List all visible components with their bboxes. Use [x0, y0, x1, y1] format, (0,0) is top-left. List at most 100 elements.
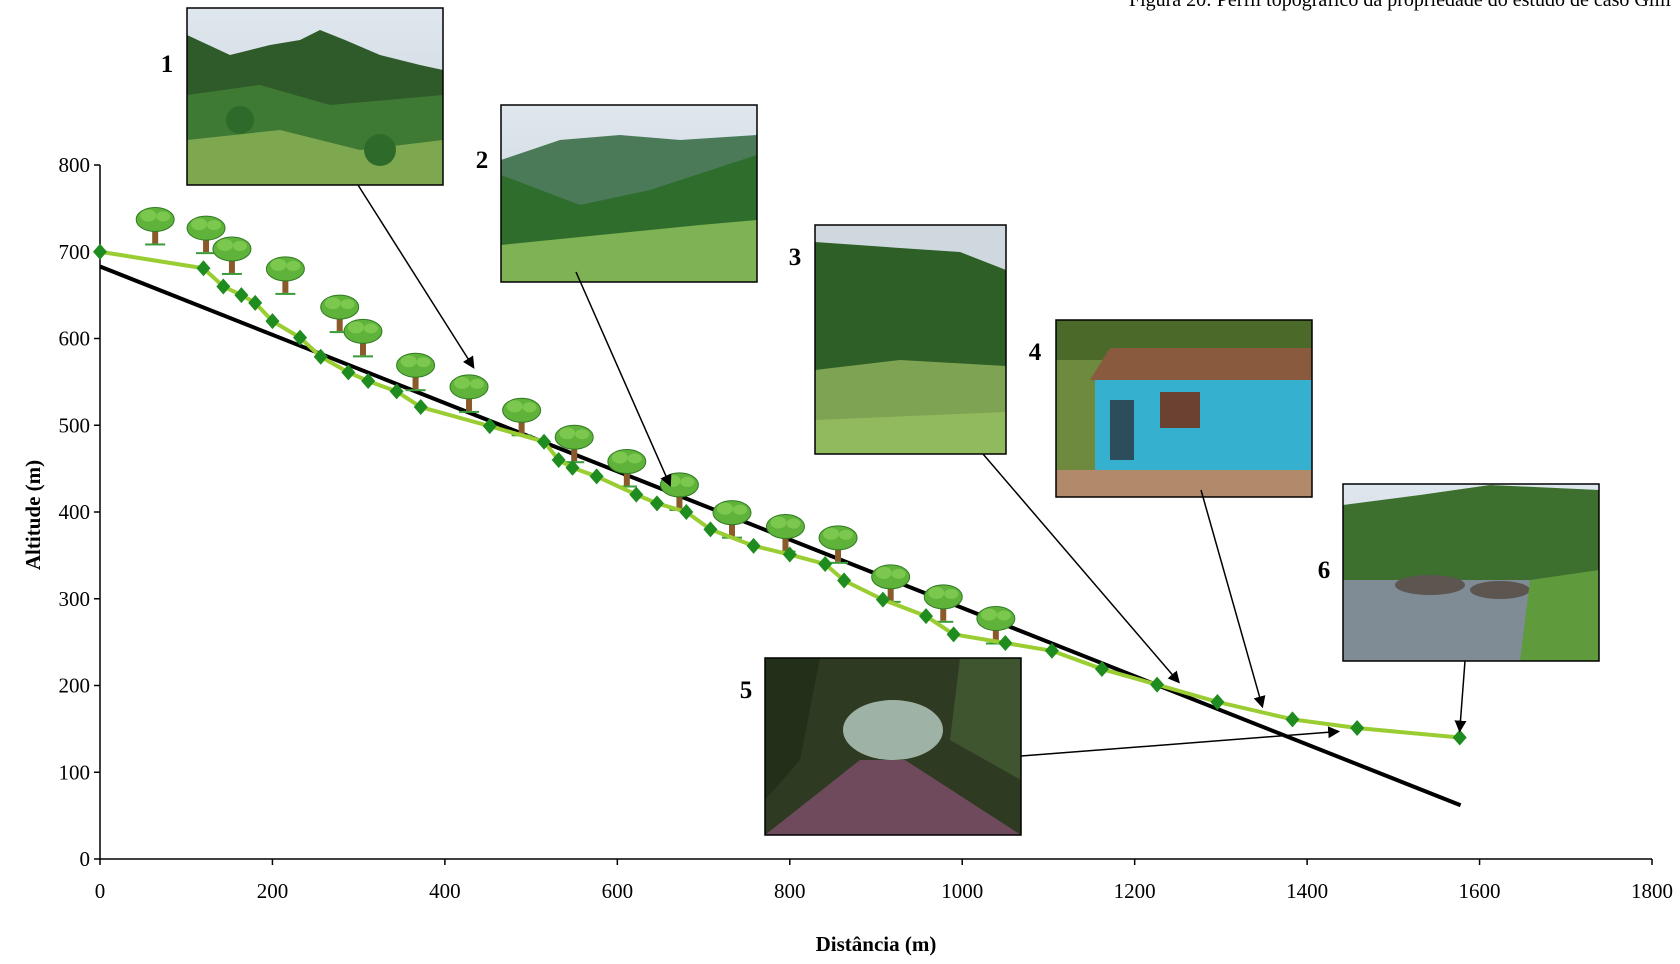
tree-icon	[923, 584, 963, 623]
x-axis-label: Distância (m)	[816, 932, 937, 956]
data-point-marker	[1350, 720, 1365, 737]
photo-number-3: 3	[789, 244, 802, 271]
photo-4-house	[1055, 319, 1313, 498]
data-point-marker	[341, 364, 356, 381]
y-tick-label: 500	[59, 413, 91, 437]
photo-2-valley	[500, 104, 758, 283]
tree-icon	[186, 215, 226, 255]
data-point-marker	[679, 504, 694, 520]
data-point-marker	[413, 399, 428, 416]
data-point-marker	[837, 572, 852, 589]
data-point-marker	[1285, 711, 1300, 728]
annotation-arrow-1	[357, 184, 475, 369]
y-tick-label: 700	[59, 240, 91, 264]
data-point-marker	[482, 418, 497, 435]
tree-icon-layer	[135, 206, 1016, 645]
profile-line	[99, 249, 1460, 740]
annotation-arrow-2	[575, 271, 672, 487]
annotation-arrow-5	[1020, 726, 1341, 757]
data-point-marker	[629, 486, 644, 503]
data-point-marker	[389, 383, 404, 400]
data-point-marker	[93, 243, 107, 260]
data-point-marker	[649, 495, 664, 512]
data-point-marker	[1094, 661, 1109, 678]
x-tick-label: 200	[257, 879, 289, 903]
data-point-marker	[1044, 642, 1059, 659]
tree-icon	[396, 352, 436, 392]
data-point-marker	[551, 451, 566, 468]
y-tick-label: 800	[59, 153, 91, 177]
photo-3-forest-pasture	[814, 224, 1007, 455]
data-point-marker	[196, 260, 211, 277]
annotation-arrow-4	[1200, 489, 1266, 709]
data-point-marker	[293, 329, 308, 346]
y-tick-label: 400	[59, 500, 91, 524]
data-point-marker	[216, 278, 231, 295]
y-axis: 0 100 200 300 400 500 600 700 800	[59, 153, 101, 871]
annotation-arrow-3	[982, 453, 1180, 684]
data-point-marker	[1210, 693, 1225, 710]
data-point-marker	[565, 459, 580, 476]
annotation-arrow-6	[1454, 660, 1467, 733]
tree-icon	[765, 514, 805, 553]
data-point-marker	[1150, 676, 1165, 693]
data-point-marker	[265, 313, 280, 330]
y-tick-label: 100	[59, 760, 91, 784]
tree-icon	[502, 397, 542, 437]
data-point-marker	[998, 634, 1013, 651]
y-tick-label: 200	[59, 674, 91, 698]
photo-number-5: 5	[740, 677, 753, 704]
profile-series-layer	[93, 243, 1467, 746]
x-tick-label: 400	[429, 879, 461, 903]
photo-6-river	[1342, 483, 1600, 662]
data-point-marker	[946, 626, 961, 643]
chart-title: Figura 20: Perfil topográfico da proprie…	[1129, 0, 1672, 11]
data-point-marker	[703, 521, 718, 538]
data-point-marker	[234, 287, 249, 304]
data-point-marker	[919, 608, 934, 625]
tree-icon	[320, 294, 360, 334]
data-point-marker	[537, 433, 552, 450]
data-point-marker	[313, 348, 328, 365]
y-tick-label: 600	[59, 327, 91, 351]
y-tick-label: 300	[59, 587, 91, 611]
tree-icon	[265, 256, 305, 295]
tree-icon	[343, 318, 383, 358]
tree-icon	[135, 206, 175, 246]
tree-icon	[607, 448, 647, 488]
photo-number-2: 2	[476, 147, 489, 174]
x-tick-label: 1000	[941, 879, 983, 903]
photo-number-4: 4	[1029, 339, 1042, 366]
data-point-marker	[746, 537, 761, 554]
data-point-marker	[782, 546, 797, 563]
tree-icon	[976, 606, 1016, 645]
data-point-marker	[818, 556, 833, 573]
photo-1-mountain	[186, 7, 444, 186]
tree-icon	[212, 236, 252, 275]
x-tick-label: 1200	[1114, 879, 1156, 903]
photo-number-6: 6	[1318, 557, 1331, 584]
photo-5-forest-path	[764, 657, 1022, 836]
data-point-marker	[875, 591, 890, 608]
tree-icon	[871, 564, 911, 603]
x-tick-label: 800	[774, 879, 806, 903]
tree-icon	[554, 424, 594, 464]
annotation-layer: 1 2 3 4 5 6	[161, 51, 1467, 757]
data-point-marker	[589, 468, 604, 485]
data-point-marker	[1452, 729, 1467, 746]
photo-number-1: 1	[161, 51, 174, 78]
x-tick-label: 1800	[1631, 879, 1673, 903]
y-tick-label: 0	[80, 847, 91, 871]
data-point-marker	[361, 373, 376, 390]
tree-icon	[712, 500, 752, 539]
x-tick-label: 0	[95, 879, 106, 903]
data-point-marker	[248, 294, 263, 311]
x-tick-label: 1600	[1459, 879, 1501, 903]
x-tick-label: 1400	[1286, 879, 1328, 903]
x-tick-label: 600	[602, 879, 634, 903]
tree-icon	[449, 374, 489, 413]
tree-icon	[818, 525, 858, 564]
y-axis-label: Altitude (m)	[21, 460, 45, 570]
x-axis: 0 200 400 600 800 1000 1200 1400 1600 1800	[95, 858, 1673, 903]
